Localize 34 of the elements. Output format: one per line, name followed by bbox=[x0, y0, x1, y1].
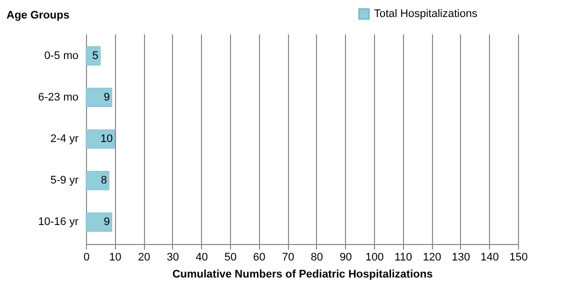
x-tick-label: 110 bbox=[394, 252, 412, 264]
data-label: 8 bbox=[100, 174, 108, 187]
y-tick-label: 0-5 mo bbox=[44, 50, 78, 62]
x-axis-title: Cumulative Numbers of Pediatric Hospitalizations bbox=[172, 268, 433, 280]
bar bbox=[86, 212, 112, 232]
x-tick-label: 30 bbox=[166, 252, 180, 264]
x-tick-label: 10 bbox=[109, 252, 122, 264]
data-label: 5 bbox=[92, 50, 98, 62]
x-tick-label: 100 bbox=[365, 252, 384, 264]
x-tick-label: 0 bbox=[83, 252, 90, 264]
x-tick-label: 20 bbox=[138, 252, 150, 264]
y-tick-label: 5-9 yr bbox=[50, 174, 79, 187]
x-tick-label: 150 bbox=[509, 252, 528, 264]
x-tick-label: 80 bbox=[310, 252, 324, 264]
x-tick-label: 60 bbox=[253, 252, 266, 264]
y-tick-label: 10-16 yr bbox=[38, 216, 79, 228]
y-tick-label: 2-4 yr bbox=[50, 133, 79, 145]
y-axis-title: Age Groups bbox=[6, 10, 70, 22]
bar bbox=[86, 170, 110, 190]
data-label: 9 bbox=[104, 216, 110, 228]
x-tick-label: 120 bbox=[422, 252, 442, 264]
x-tick-label: 90 bbox=[340, 252, 352, 264]
legend-label: Total Hospitalizations bbox=[374, 8, 478, 20]
data-label: 9 bbox=[104, 91, 110, 104]
x-tick-label: 130 bbox=[452, 252, 470, 264]
bar bbox=[86, 129, 116, 149]
y-tick-label: 6-23 mo bbox=[38, 91, 78, 104]
x-tick-label: 70 bbox=[282, 252, 294, 264]
x-tick-label: 140 bbox=[480, 252, 499, 264]
bar bbox=[86, 88, 112, 108]
x-tick-label: 40 bbox=[196, 252, 208, 264]
bar bbox=[86, 46, 101, 66]
data-label: 10 bbox=[100, 133, 113, 145]
x-tick-label: 50 bbox=[224, 252, 237, 264]
